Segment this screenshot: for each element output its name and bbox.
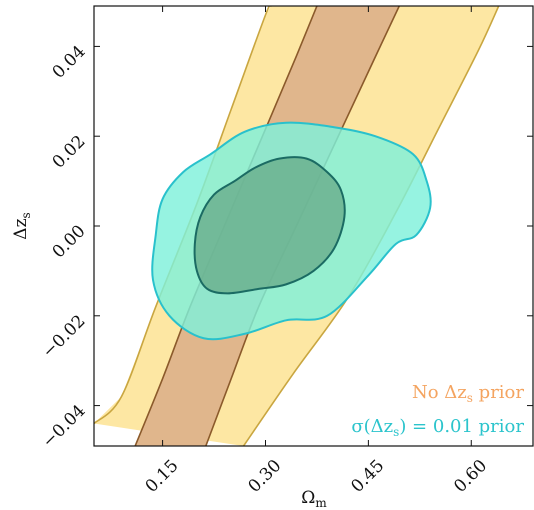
plot-area: [94, 6, 500, 446]
legend-prior-subscript: s: [393, 425, 399, 439]
x-tick-label: 0.60: [450, 456, 491, 497]
y-tick-label: 0.02: [49, 132, 90, 173]
x-axis-label: Ωm: [301, 488, 327, 510]
x-tick-label: 0.30: [245, 456, 286, 497]
legend-no-prior: No Δzs prior: [412, 382, 524, 405]
y-axis-label: Δzs: [11, 212, 33, 239]
x-tick-label: 0.45: [347, 456, 388, 497]
y-tick-label: 0.04: [49, 42, 90, 83]
legend-no-prior-suffix: prior: [473, 382, 524, 403]
legend-prior: σ(Δzs) = 0.01 prior: [351, 416, 524, 439]
legend-no-prior-text: No Δz: [412, 382, 467, 403]
prior-contour-68: [193, 156, 346, 295]
y-tick-label: −0.02: [39, 311, 90, 362]
x-axis-label-subscript: m: [315, 496, 327, 510]
y-axis-label-subscript: s: [19, 212, 33, 218]
legend-prior-text: σ(Δz: [351, 416, 393, 437]
y-tick-label: 0.00: [49, 221, 90, 262]
x-tick-label: 0.15: [142, 456, 183, 497]
y-tick-label: −0.04: [39, 401, 90, 452]
legend-prior-suffix: ) = 0.01 prior: [399, 416, 524, 437]
legend-no-prior-subscript: s: [467, 391, 473, 405]
